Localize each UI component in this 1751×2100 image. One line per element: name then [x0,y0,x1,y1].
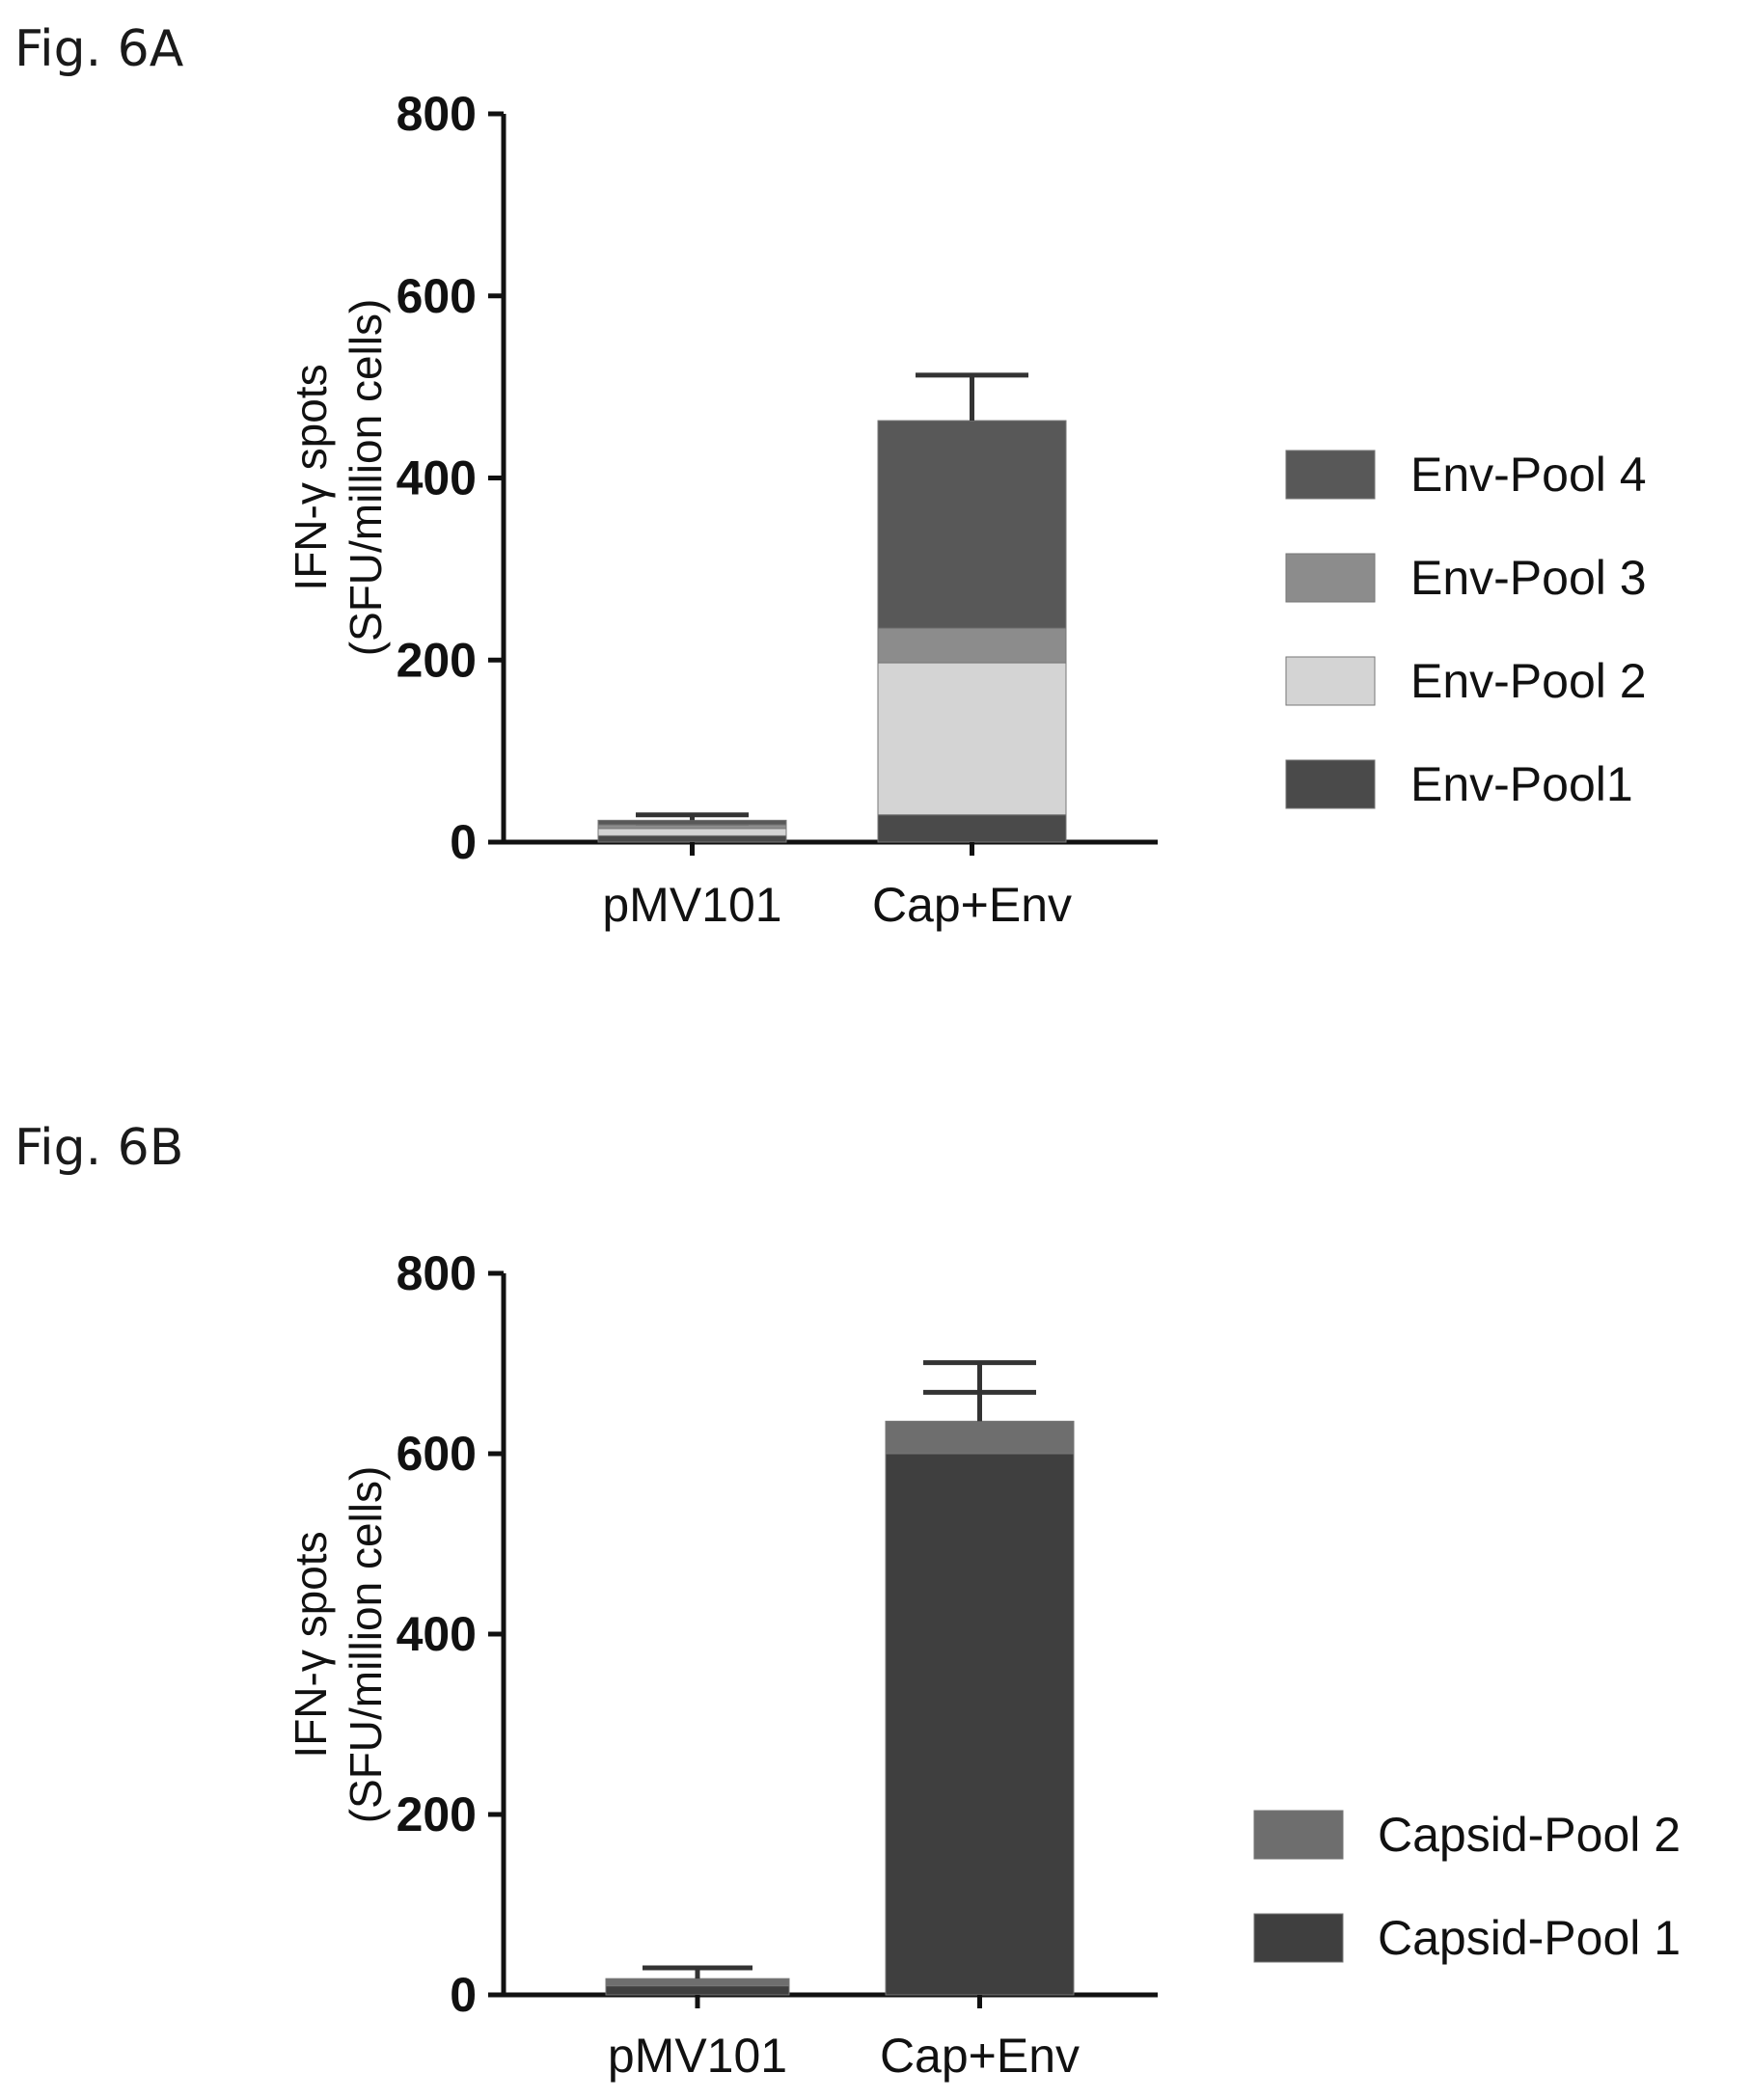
legend-item: Env-Pool 2 [1285,654,1647,708]
legend-item: Capsid-Pool 2 [1253,1808,1681,1862]
x-tick-label: Cap+Env [880,2029,1080,2083]
legend-label: Env-Pool 2 [1410,654,1647,708]
legend-swatch [1285,553,1376,603]
panel-6b: Fig. 6B 0 200 400 600 800 IFN-γ spots (SFU/mil… [14,1119,1681,2083]
y-tick-label: 600 [397,1427,477,1481]
legend-swatch [1285,656,1376,706]
y-tick-label: 200 [397,1787,477,1841]
legend-label: Capsid-Pool 2 [1378,1808,1681,1862]
panel-label-6b: Fig. 6B [14,1119,183,1177]
bar-segment [885,1420,1075,1455]
bar-segment [597,819,787,826]
y-tick-label: 0 [450,815,477,869]
error-bar [636,812,749,821]
legend-item: Capsid-Pool 1 [1253,1911,1681,1965]
y-tick-label: 0 [450,1968,477,2022]
legend-item: Env-Pool1 [1285,757,1633,811]
y-axis-label: (SFU/million cells) [341,299,391,657]
panel-6a: Fig. 6A 0 200 400 600 800 IFN-γ spots (SFU/mil… [14,20,1647,932]
error-bar [923,1360,1036,1422]
y-tick-label: 400 [397,1607,477,1661]
legend-swatch [1285,759,1376,809]
y-axis-label: IFN-γ spots [286,364,336,590]
bar-segment [877,814,1067,843]
x-tick-label: pMV101 [602,878,781,932]
legend-swatch [1253,1810,1344,1860]
bar-segment [877,662,1067,816]
y-tick-label: 800 [397,1246,477,1300]
bar-segment [877,420,1067,629]
bar-segment [885,1453,1075,1996]
legend-item: Env-Pool 4 [1285,448,1647,502]
bar-segment [877,627,1067,664]
x-tick-label: Cap+Env [872,878,1072,932]
bar-segment [605,1985,790,1996]
y-axis-label: (SFU/million cells) [341,1466,391,1824]
legend-label: Env-Pool1 [1410,757,1633,811]
bar-segment [597,834,787,843]
legend-label: Env-Pool 4 [1410,448,1647,502]
y-tick-label: 200 [397,633,477,687]
bar-segment [605,1977,790,1987]
panel-label-6a: Fig. 6A [14,20,184,78]
y-axis-label: IFN-γ spots [286,1531,336,1758]
legend-label: Capsid-Pool 1 [1378,1911,1681,1965]
legend-item: Env-Pool 3 [1285,551,1647,605]
error-bar [643,1965,752,1979]
error-bar [916,372,1028,422]
legend-swatch [1253,1913,1344,1963]
x-tick-label: pMV101 [608,2029,787,2083]
legend-swatch [1285,450,1376,500]
legend-label: Env-Pool 3 [1410,551,1647,605]
y-tick-label: 800 [397,87,477,141]
bar-segment [597,828,787,836]
y-tick-label: 600 [397,269,477,323]
y-tick-label: 400 [397,451,477,505]
